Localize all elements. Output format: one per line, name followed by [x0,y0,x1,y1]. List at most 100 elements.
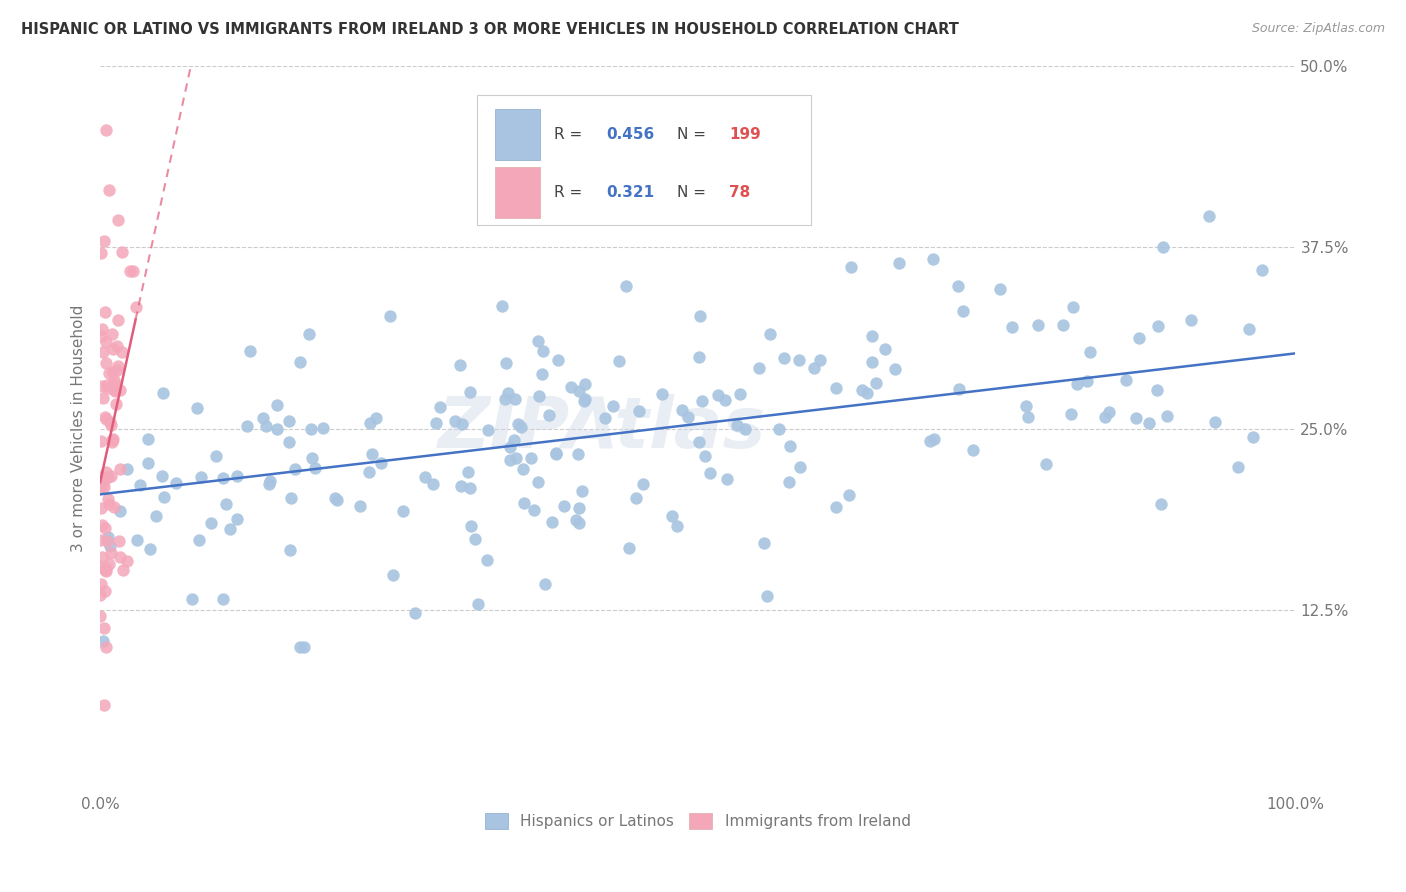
Point [1156,409,1178,423]
Point [125,533,148,547]
Text: 0.456: 0.456 [606,127,654,142]
Text: Source: ZipAtlas.com: Source: ZipAtlas.com [1251,22,1385,36]
Point [360,447,382,461]
Point [104,397,127,411]
Point [349,500,371,514]
Point [688,434,710,449]
Point [108,461,131,475]
Point [301,450,323,465]
Point [571,483,593,498]
Point [498,440,520,454]
Point [779,439,801,453]
Point [404,606,426,620]
Point [101,327,124,342]
Point [1241,430,1264,444]
Point [856,385,879,400]
Point [97,470,120,484]
Point [1180,312,1202,326]
Point [503,392,526,406]
Point [312,421,335,435]
Point [564,513,586,527]
Point [495,356,517,370]
Point [661,508,683,523]
Point [574,377,596,392]
Point [364,411,387,425]
Point [1078,345,1101,359]
Point [707,388,730,402]
Point [188,533,211,547]
FancyBboxPatch shape [477,95,811,226]
Point [105,338,128,352]
Point [1125,411,1147,425]
Point [865,376,887,390]
Point [94,412,117,426]
Point [239,344,262,359]
Point [107,359,129,373]
Point [773,351,796,365]
Point [413,470,436,484]
Point [256,418,278,433]
Point [128,478,150,492]
Point [266,422,288,436]
Point [323,491,346,505]
Point [651,387,673,401]
Point [665,519,688,533]
Point [523,503,546,517]
Point [1204,415,1226,429]
FancyBboxPatch shape [495,168,540,219]
Point [98,415,121,429]
Point [889,255,911,269]
Point [520,451,543,466]
Point [153,490,176,504]
Point [111,344,134,359]
Point [716,472,738,486]
Point [624,491,647,505]
Point [98,557,121,571]
Point [921,252,943,266]
Point [748,361,770,376]
Point [851,384,873,398]
Point [699,466,721,480]
Point [204,449,226,463]
Point [948,382,970,396]
Point [138,541,160,556]
Point [429,400,451,414]
Point [124,300,146,314]
Point [1147,318,1170,333]
Point [93,234,115,248]
Point [292,640,315,654]
Point [689,310,711,324]
Point [540,515,562,529]
Point [101,365,124,379]
Point [527,334,550,348]
Point [531,344,554,359]
Point [96,465,118,479]
Point [1250,262,1272,277]
Point [734,422,756,436]
Point [98,497,121,511]
Point [94,334,117,349]
Point [467,597,489,611]
Point [787,353,810,368]
Point [946,279,969,293]
Point [266,398,288,412]
Point [90,477,112,491]
Point [100,546,122,560]
Point [444,413,467,427]
Point [553,499,575,513]
Point [96,534,118,549]
Point [235,418,257,433]
Point [839,260,862,274]
Point [298,326,321,341]
Point [97,381,120,395]
Point [537,408,560,422]
Point [512,462,534,476]
Point [90,328,112,343]
Point [278,542,301,557]
Point [627,404,650,418]
Text: R =: R = [554,127,588,142]
Point [278,414,301,428]
Point [513,496,536,510]
Point [89,588,111,602]
Point [860,355,883,369]
